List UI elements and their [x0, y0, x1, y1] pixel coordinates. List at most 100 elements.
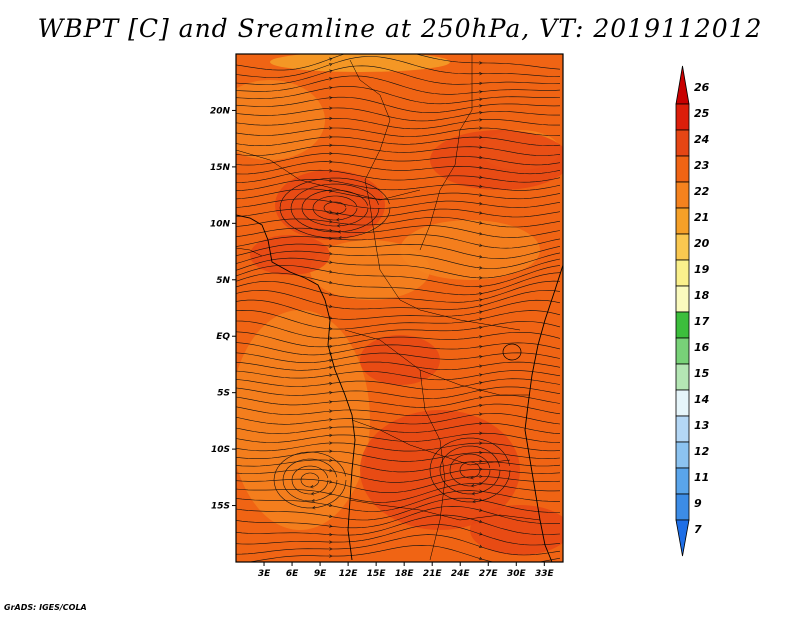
streamline-arrow — [329, 280, 333, 285]
streamline — [236, 243, 561, 259]
colorbar-label: 18 — [694, 289, 710, 302]
streamline-arrow — [471, 491, 476, 496]
streamline-arrow — [311, 505, 316, 510]
streamline — [236, 450, 561, 462]
streamline-arrow — [329, 491, 333, 496]
streamline-arrow — [329, 106, 333, 110]
streamline-arrow — [479, 175, 483, 179]
streamline-arrow — [329, 554, 333, 558]
streamline-arrow — [337, 230, 342, 234]
streamline — [236, 309, 561, 330]
streamline-arrow — [338, 236, 342, 240]
streamline-arrow — [329, 135, 333, 139]
streamline — [236, 320, 561, 339]
colorbar-cell — [675, 467, 690, 495]
lon-tick-label: 3E — [258, 569, 271, 579]
streamline — [449, 453, 491, 487]
streamline-arrow — [310, 491, 315, 496]
streamline-arrow — [479, 81, 483, 86]
streamline — [236, 265, 561, 288]
streamline — [236, 178, 561, 191]
streamline-arrow — [329, 160, 333, 164]
streamline — [236, 153, 561, 166]
lon-tick-label: 9E — [314, 569, 327, 579]
colorbar-label: 14 — [694, 393, 709, 406]
streamline-arrow — [479, 450, 483, 455]
lat-tick-label: 10N — [210, 219, 231, 229]
streamline-arrow — [329, 219, 333, 224]
colorbar-label: 13 — [694, 419, 710, 432]
wbpt-patches — [236, 54, 563, 555]
streamline — [236, 280, 561, 303]
streamline — [236, 86, 561, 105]
streamline — [236, 342, 561, 356]
streamline-arrow — [329, 524, 333, 528]
streamline-arrow — [329, 126, 333, 130]
lat-tick-label: 10S — [211, 445, 230, 455]
streamline — [236, 514, 561, 536]
streamline-arrow — [329, 304, 333, 308]
colorbar-label: 7 — [694, 523, 702, 536]
lon-tick-label: 24E — [451, 569, 471, 579]
streamline-arrow — [479, 474, 483, 479]
streamline-arrow — [328, 63, 333, 67]
streamline-arrow — [479, 255, 483, 259]
credit-text: GrADS: IGES/COLA — [4, 603, 87, 612]
streamline-arrow — [329, 116, 333, 121]
lat-axis: 20N 15N 10N 5N EQ 5S 10S 15S — [210, 106, 236, 512]
coastlines — [236, 54, 563, 562]
streamline-arrow — [329, 514, 333, 518]
country-border — [419, 54, 473, 251]
streamline-arrow — [329, 344, 333, 349]
streamline-arrow — [479, 396, 483, 400]
east-coastline — [524, 264, 563, 562]
streamline — [236, 534, 561, 556]
colorbar-cell — [675, 363, 690, 391]
streamline-arrow — [479, 165, 483, 170]
streamline-arrow — [336, 224, 341, 228]
streamline-arrow — [470, 483, 475, 488]
streamline-arrow — [329, 365, 333, 370]
streamline-arrow — [479, 304, 483, 308]
colorbar-cell — [675, 259, 690, 287]
colorbar-cell — [675, 415, 690, 443]
lon-tick-label: 15E — [367, 569, 387, 579]
streamline-arrow — [479, 61, 483, 65]
lat-tick-label: 20N — [210, 106, 231, 116]
streamline — [236, 118, 560, 130]
streamline-arrow — [479, 276, 483, 280]
streamline-arrow — [329, 373, 333, 377]
streamline-arrow — [335, 212, 339, 216]
streamline-arrow — [329, 547, 333, 551]
streamline-arrow — [478, 532, 483, 536]
streamline — [247, 544, 561, 562]
streamline-arrow — [329, 244, 333, 248]
colorbar-cell — [675, 233, 690, 261]
streamline — [236, 299, 561, 320]
streamline — [236, 272, 561, 296]
lon-tick-label: 30E — [507, 569, 527, 579]
field-patch-pale — [270, 54, 450, 72]
colorbar-label: 17 — [694, 315, 710, 328]
streamline-arrow — [479, 155, 483, 160]
colorbar-label: 25 — [694, 107, 710, 120]
streamline — [236, 56, 561, 78]
streamline — [236, 54, 561, 71]
streamline-arrow — [479, 266, 483, 270]
streamline-arrow — [479, 325, 483, 330]
streamline-arrow — [472, 499, 476, 504]
streamline-arrow — [329, 252, 333, 256]
lon-axis: 3E 6E 9E 12E 15E 18E 21E 24E 27E 30E 33E — [258, 562, 554, 579]
streamline — [236, 403, 561, 417]
streamline — [236, 413, 561, 425]
streamline-arrow — [479, 104, 483, 108]
colorbar-cell — [675, 181, 690, 209]
streamline — [290, 183, 380, 233]
streamline-arrow — [329, 540, 333, 544]
colorbar-label: 24 — [694, 133, 709, 146]
streamline-arrow — [329, 391, 333, 395]
streamline — [236, 107, 560, 122]
streamline-arrow — [329, 292, 333, 296]
streamline-arrow — [329, 409, 333, 413]
streamline-arrow — [329, 86, 333, 90]
